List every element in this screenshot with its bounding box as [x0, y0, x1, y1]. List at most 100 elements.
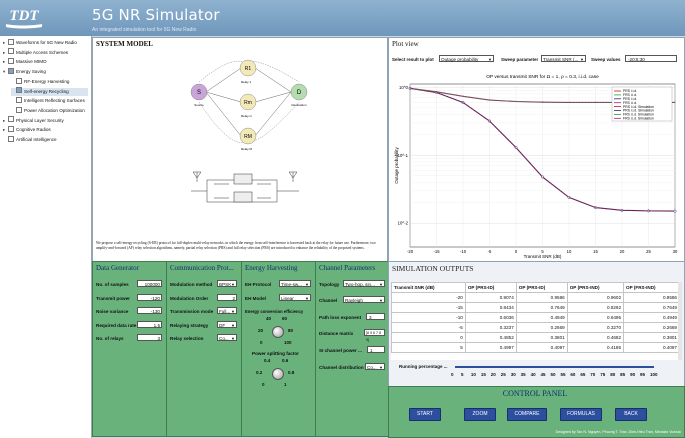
start-button[interactable]: START: [409, 408, 441, 421]
checkbox-icon[interactable]: [16, 87, 22, 94]
checkbox-icon[interactable]: [8, 116, 14, 123]
results-table-container[interactable]: Transmit SNR (dB) OP (PRS-ID) OP (PRS-ID) O…: [391, 282, 680, 360]
sweep-values-input[interactable]: -20:5:30: [625, 55, 677, 62]
formulas-button[interactable]: FORMULAS: [560, 408, 602, 421]
sweep-parameter-dropdown[interactable]: Transmit SNR (... ▼: [541, 55, 586, 62]
table-row[interactable]: 0 0.4852 0.3801 0.4682 0.3801: [391, 332, 680, 343]
table-row[interactable]: -10 0.6036 0.4949 0.6495 0.4949: [391, 312, 680, 323]
knob-tick: 20: [258, 328, 264, 333]
x-tick-label: -10: [460, 249, 467, 254]
protocol-field-dropdown[interactable]: DF ▼: [217, 320, 237, 328]
topology-dropdown[interactable]: Two-hop, sin... ▼: [343, 280, 385, 287]
tree-item[interactable]: ▸ Waveforms for 5G New Radio: [3, 38, 88, 47]
table-row[interactable]: -15 0.8434 0.7649 0.8292 0.7649: [391, 302, 680, 313]
knob-dial[interactable]: [272, 368, 284, 380]
tree-item[interactable]: ▸ Physical Layer Security: [3, 116, 88, 125]
tree-item[interactable]: Power Allocation Optimization: [11, 106, 88, 115]
protocol-field-input[interactable]: 2: [217, 293, 237, 301]
checkbox-icon[interactable]: [8, 48, 14, 55]
protocol-field-dropdown[interactable]: Full... ▼: [217, 307, 237, 314]
back-button[interactable]: BACK: [615, 408, 647, 421]
eh-model-dropdown[interactable]: Linear ▼: [279, 294, 311, 301]
expand-icon[interactable]: ▸: [3, 40, 6, 45]
source-node-label: S: [197, 90, 201, 96]
tree-item[interactable]: Artificial Intelligence: [3, 135, 88, 144]
protocol-field-value: Full...: [219, 309, 231, 314]
expand-icon[interactable]: ▸: [3, 117, 6, 123]
source-node: [190, 83, 208, 101]
distance-matrix-input[interactable]: [8 9 6 7 8 9]: [364, 329, 385, 342]
data-generator-field-input[interactable]: 1.5: [137, 320, 162, 328]
system-model-panel: SYSTEM MODEL S Source D Destination R1 R…: [92, 37, 388, 262]
power-splitting-knob[interactable]: 0.4 0.6 0.2 0.8 0 1: [256, 358, 294, 392]
tree-item[interactable]: RF-Energy Harvesting: [11, 77, 88, 86]
collapse-icon[interactable]: ▾: [3, 69, 6, 75]
expand-icon[interactable]: ▸: [3, 49, 6, 55]
progress-tick: 10: [470, 372, 476, 377]
relay-1-node: [239, 59, 257, 77]
knob-dial[interactable]: [272, 326, 284, 338]
progress-tick: 20: [490, 372, 496, 377]
data-generator-field-input[interactable]: -130: [137, 307, 162, 314]
checkbox-icon[interactable]: [8, 58, 14, 65]
table-row[interactable]: 5 0.4997 0.4097 0.4185 0.4097: [391, 342, 680, 353]
relay-M-caption: Relay M: [241, 147, 253, 151]
select-result-value: Outage probability: [441, 57, 479, 62]
table-row[interactable]: -5 0.3237 0.2669 0.3270 0.2669: [391, 322, 680, 333]
tree-item[interactable]: ▸ Multiple Access Schemes: [3, 48, 88, 57]
tree-item[interactable]: ▸ Massive MIMO: [3, 58, 88, 66]
channel-distribution-label: Channel distribution: [319, 365, 364, 370]
legend-label: FRS i.i.d. Simulation: [623, 113, 654, 117]
channel-distribution-dropdown[interactable]: Co... ▼: [365, 363, 385, 370]
data-generator-field-label: Transmit power: [96, 295, 130, 301]
table-cell: 0.3801: [515, 332, 568, 343]
data-generator-title: Data Generator: [96, 264, 139, 272]
expand-icon[interactable]: ▸: [3, 127, 6, 133]
data-generator-field-input[interactable]: 100000: [137, 280, 162, 287]
tree-item[interactable]: ▾ Energy Saving: [3, 67, 88, 76]
compare-button[interactable]: COMPARE: [507, 408, 547, 421]
path-loss-input[interactable]: 3: [366, 313, 385, 320]
checkbox-icon[interactable]: [8, 126, 14, 133]
zoom-button[interactable]: ZOOM: [464, 408, 496, 421]
table-row[interactable]: -20 0.9074 0.9586 0.9602 0.9586: [391, 292, 680, 303]
relay-circuit-diagram: [191, 171, 299, 203]
chart-title: OP versus transmit SNR for Ω = 1, ρ = 0.…: [486, 74, 599, 80]
expand-icon[interactable]: ▸: [3, 59, 6, 65]
system-model-diagram: S Source D Destination R1 Rm RM Relay 1 …: [190, 59, 308, 151]
table-scrollbar[interactable]: [678, 282, 682, 360]
checkbox-icon[interactable]: [8, 67, 14, 74]
checkbox-icon[interactable]: [16, 106, 22, 113]
column-header: OP (PRS-ID): [515, 282, 568, 293]
tree-item[interactable]: ▸ Cognitive Radios: [3, 126, 88, 134]
y-tick-label: 10^-2: [398, 221, 409, 226]
tree-item[interactable]: Intelligent Reflecting Surfaces: [11, 96, 88, 105]
progress-ticks: 0 5 10 15 20 25 30 35 40 45 50 55 60 65 70 75 80 85 90 95 10…: [451, 372, 661, 380]
data-generator-field-input[interactable]: -120: [137, 293, 162, 301]
protocol-field-dropdown[interactable]: BPSK ▼: [217, 280, 237, 287]
protocol-field-label: Transmission mode: [170, 309, 214, 314]
y-tick-label: 10^-1: [398, 153, 409, 158]
svg-text:TDT: TDT: [9, 8, 39, 24]
tree-item[interactable]: Self-energy Recycling: [11, 87, 88, 96]
data-generator-field-label: Noise variance: [96, 309, 129, 314]
eh-protocol-dropdown[interactable]: Time-sw... ▼: [279, 280, 311, 287]
data-generator-field-label: No. of relays: [96, 336, 124, 341]
checkbox-icon[interactable]: [8, 38, 14, 45]
checkbox-icon[interactable]: [16, 96, 22, 103]
channel-dropdown[interactable]: Rayleigh ▼: [343, 296, 385, 303]
checkbox-icon[interactable]: [8, 135, 14, 142]
column-header: OP (PRS-IND): [566, 282, 625, 293]
si-power-input[interactable]: 1: [367, 346, 385, 353]
legend-label: FRS i.i.d.: [623, 93, 637, 97]
efficiency-knob[interactable]: 40 60 20 80 0 100: [258, 316, 294, 350]
table-cell: 0.3237: [464, 322, 517, 333]
protocol-field-dropdown[interactable]: Co... ▼: [217, 334, 237, 341]
data-generator-field-input[interactable]: 3: [137, 334, 162, 341]
checkbox-icon[interactable]: [16, 77, 22, 84]
table-cell: 0.8434: [464, 302, 517, 313]
energy-harvesting-panel: Energy Harvesting EH Protocol Time-sw...…: [241, 261, 316, 437]
knob-tick: 60: [282, 316, 288, 321]
select-result-dropdown[interactable]: Outage probability ▼: [439, 55, 494, 62]
destination-node-label: D: [297, 90, 302, 96]
